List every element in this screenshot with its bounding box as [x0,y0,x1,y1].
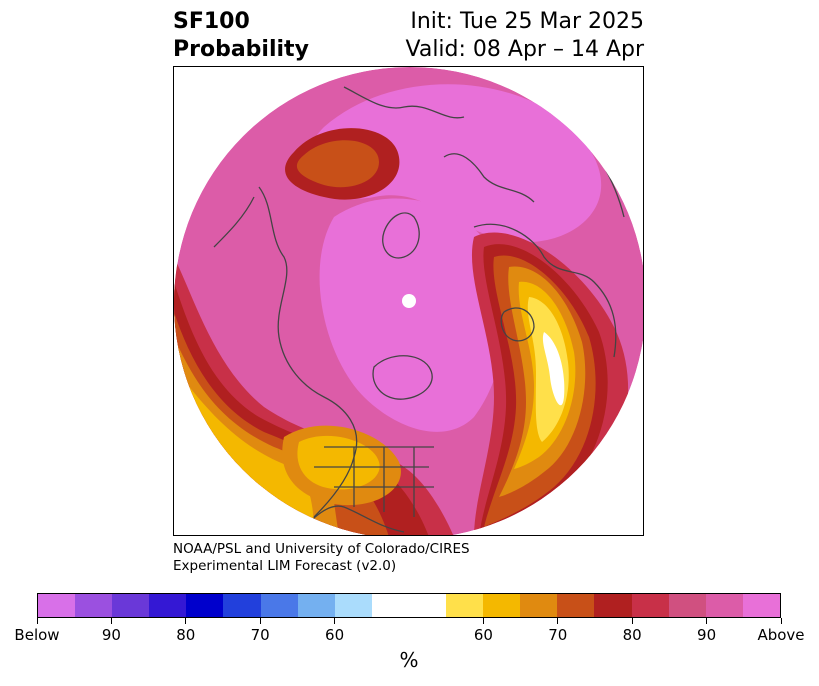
coastlines [213,86,625,535]
colorbar-tick [706,618,708,624]
colorbar-tick-label: 90 [697,626,717,644]
credit-text: NOAA/PSL and University of Colorado/CIRE… [173,541,470,575]
colorbar-segment [705,594,743,617]
colorbar-segment [223,594,261,617]
colorbar-segment [408,594,447,617]
colorbar-tick [36,618,38,624]
colorbar-segment [520,594,558,617]
colorbar-tick-label: 60 [325,626,345,644]
region-neutral [542,332,565,406]
colorbar-unit: % [399,648,419,672]
colorbar-segment [75,594,113,617]
colorbar-segment [742,594,780,617]
colorbar-segment [186,594,224,617]
colorbar-tick-label: 80 [622,626,642,644]
region-above-high [307,84,602,243]
colorbar-tick-label: 70 [250,626,270,644]
pole-marker [402,294,416,308]
colorbar-tick [482,618,484,624]
colorbar-segment [557,594,595,617]
colorbar-segment [483,594,521,617]
colorbar-tick [780,618,782,624]
colorbar-segment [112,594,150,617]
chart-title: SF100 Probability [173,8,309,64]
colorbar [37,593,781,618]
colorbar-segment [260,594,298,617]
product-title: Probability [173,37,309,62]
region-above-high [319,198,505,432]
map-panel [173,66,644,536]
colorbar-tick-label: 70 [548,626,568,644]
colorbar-segment [334,594,372,617]
colorbar-tick [185,618,187,624]
init-date: Init: Tue 25 Mar 2025 [410,9,644,34]
colorbar-tick [334,618,336,624]
colorbar-tick-label: Above [757,626,805,644]
colorbar-segment [371,594,409,617]
colorbar-tick [631,618,633,624]
colorbar-tick-label: 60 [473,626,493,644]
credit-line-2: Experimental LIM Forecast (v2.0) [173,558,397,574]
credit-line-1: NOAA/PSL and University of Colorado/CIRE… [173,541,470,557]
colorbar-segment [297,594,335,617]
colorbar-segment [594,594,632,617]
colorbar-segment [149,594,187,617]
colorbar-segment [631,594,669,617]
colorbar-tick [110,618,112,624]
region-anomaly [296,140,379,188]
colorbar-tick [259,618,261,624]
colorbar-segment [668,594,706,617]
region-above-low [527,297,569,442]
colorbar-tick-label: Below [14,626,60,644]
colorbar-tick-label: 80 [176,626,196,644]
colorbar-tick-label: 90 [101,626,121,644]
polar-map [174,67,643,535]
colorbar-segment [446,594,484,617]
region-above-low [297,435,380,490]
variable-title: SF100 [173,9,250,34]
colorbar-tick [557,618,559,624]
valid-dates: Valid: 08 Apr – 14 Apr [405,37,645,62]
colorbar-segment [38,594,76,617]
date-info: Init: Tue 25 Mar 2025 Valid: 08 Apr – 14… [406,8,645,64]
